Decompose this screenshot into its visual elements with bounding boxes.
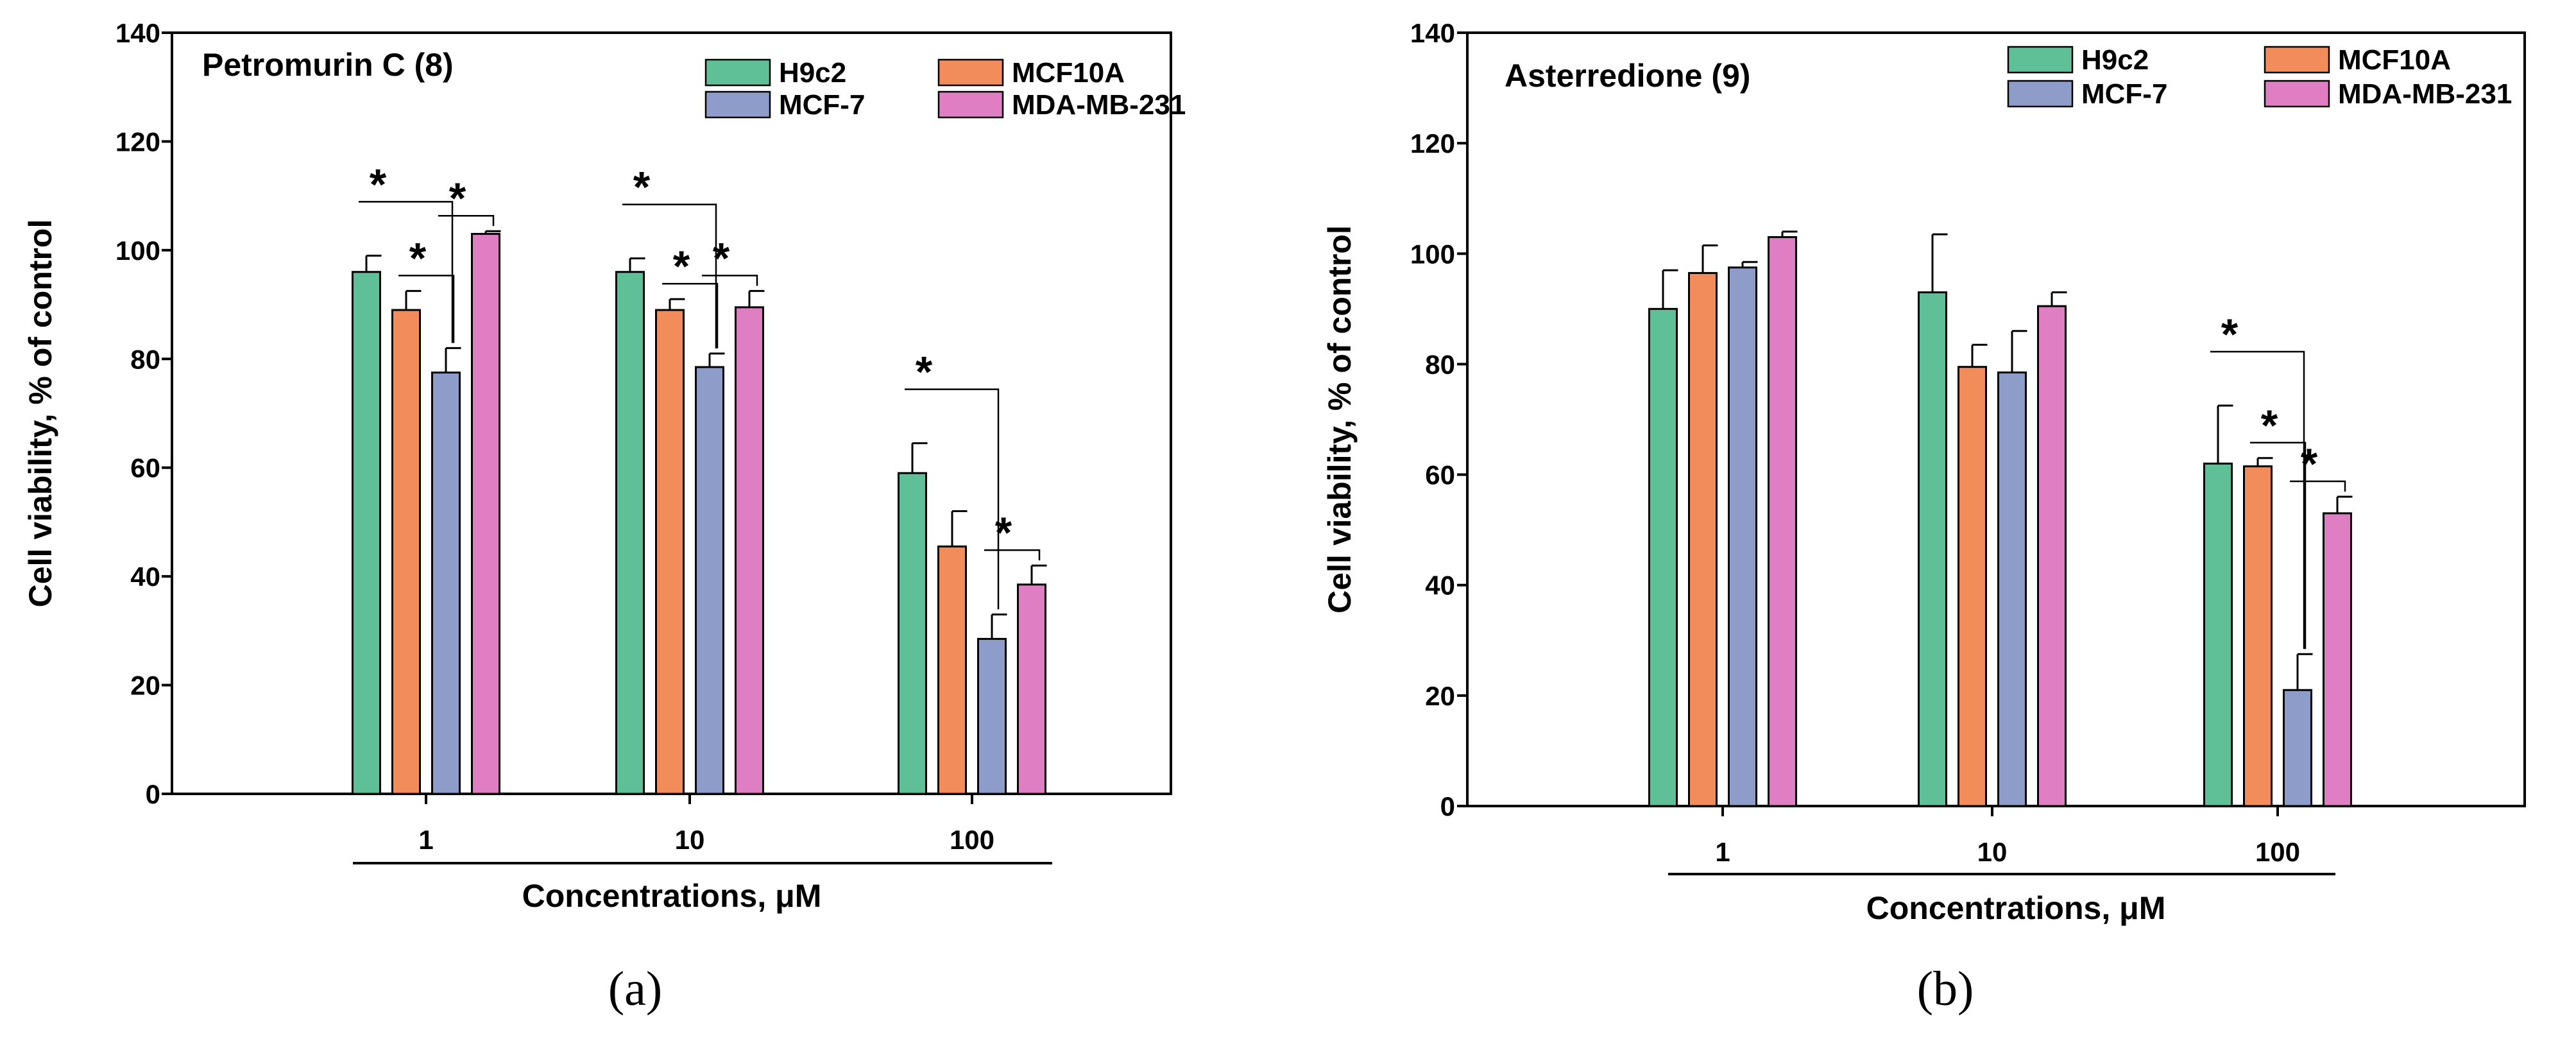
y-tick-label: 0 <box>146 779 160 809</box>
bar <box>1918 291 1947 807</box>
bar <box>1958 366 1987 807</box>
y-axis-title: Cell viability, % of control <box>22 219 58 608</box>
y-tick-label: 60 <box>130 453 160 483</box>
x-tick-label: 1 <box>418 825 433 855</box>
significance-star: * <box>2221 310 2239 359</box>
significance-star: * <box>449 174 466 223</box>
bar <box>2283 689 2312 807</box>
x-tick-label: 100 <box>950 825 994 855</box>
legend-swatch <box>704 58 771 87</box>
significance-bracket <box>359 201 454 343</box>
bar <box>391 309 421 795</box>
bar <box>352 271 381 795</box>
significance-star: * <box>2261 401 2278 450</box>
legend-swatch <box>2007 46 2074 74</box>
legend-swatch <box>2264 46 2330 74</box>
y-tick-label: 0 <box>1440 791 1455 821</box>
bar <box>1017 583 1046 795</box>
chart-title: Petromurin C (8) <box>202 47 454 83</box>
bar <box>1688 271 1718 807</box>
significance-star: * <box>673 242 690 291</box>
bar <box>735 306 764 795</box>
bar <box>1648 307 1678 807</box>
legend-label: H9c2 <box>2081 44 2149 76</box>
bar <box>1997 371 2027 807</box>
bar <box>695 366 724 795</box>
x-axis-title: Concentrations, μM <box>522 878 822 914</box>
x-tick-label: 1 <box>1715 837 1730 867</box>
bar <box>2323 512 2352 807</box>
significance-bracket <box>398 275 455 343</box>
bar <box>1728 266 1757 807</box>
legend-label: MCF10A <box>2338 44 2451 76</box>
legend-swatch <box>937 90 1004 119</box>
significance-star: * <box>995 508 1012 557</box>
significance-bracket <box>702 275 758 286</box>
bar <box>655 309 685 795</box>
bar <box>2243 465 2273 807</box>
bar <box>2037 305 2067 807</box>
significance-bracket <box>2250 442 2307 649</box>
significance-bracket <box>2290 480 2346 492</box>
chart-panel-a: 0 20 40 60 80 100 120 140 1 10 100 * * * * * * * * Petromur… <box>22 18 1186 1016</box>
plot-frame <box>1466 31 2526 807</box>
y-tick-label: 100 <box>115 236 160 266</box>
significance-bracket <box>662 282 719 348</box>
y-tick-label: 40 <box>130 562 160 592</box>
x-tick-label: 10 <box>675 825 705 855</box>
significance-bracket <box>438 214 495 227</box>
legend-swatch <box>937 58 1004 87</box>
significance-bracket <box>984 549 1041 561</box>
y-tick-label: 20 <box>1425 681 1455 711</box>
bar <box>431 371 461 795</box>
bar <box>1768 236 1797 807</box>
y-tick-label: 120 <box>1410 128 1455 159</box>
significance-bracket <box>2210 350 2305 649</box>
legend-label: MDA-MB-231 <box>2338 78 2512 110</box>
legend-label: MCF-7 <box>2081 78 2167 110</box>
y-axis-title: Cell viability, % of control <box>1322 225 1358 614</box>
bar <box>937 545 967 795</box>
y-tick-label: 140 <box>1410 18 1455 48</box>
chart-panel-b: 0 20 40 60 80 100 120 140 1 10 100 * * * Asterredione … <box>1322 18 2526 1016</box>
legend-label: H9c2 <box>779 57 846 89</box>
bar <box>615 271 645 795</box>
bar <box>471 232 500 795</box>
significance-star: * <box>2301 440 2318 488</box>
significance-bracket <box>622 203 717 348</box>
legend-swatch <box>2264 80 2330 108</box>
y-tick-label: 80 <box>130 344 160 374</box>
y-tick-label: 120 <box>115 126 160 157</box>
significance-star: * <box>370 160 387 209</box>
significance-star: * <box>633 163 651 212</box>
chart-title: Asterredione (9) <box>1505 58 1750 94</box>
y-tick-label: 140 <box>115 18 160 48</box>
y-tick-label: 20 <box>130 671 160 701</box>
x-tick-label: 10 <box>1977 837 2008 867</box>
significance-bracket <box>905 388 1000 610</box>
legend-swatch <box>2007 80 2074 108</box>
legend-label: MDA-MB-231 <box>1012 89 1186 121</box>
y-tick-label: 100 <box>1410 239 1455 269</box>
y-tick-label: 80 <box>1425 349 1455 379</box>
x-axis-title: Concentrations, μM <box>1866 890 2166 926</box>
x-tick-label: 100 <box>2255 837 2300 867</box>
bar <box>898 472 927 795</box>
legend-swatch <box>704 90 771 119</box>
panel-label: (b) <box>1917 962 1974 1016</box>
legend-label: MCF10A <box>1012 57 1125 89</box>
y-tick-label: 40 <box>1425 571 1455 601</box>
y-tick-label: 60 <box>1425 460 1455 490</box>
legend-label: MCF-7 <box>779 89 865 121</box>
bar <box>2203 462 2233 807</box>
panel-label: (a) <box>608 962 662 1016</box>
bar <box>977 638 1007 795</box>
significance-star: * <box>409 234 427 282</box>
significance-star: * <box>916 348 933 397</box>
significance-star: * <box>713 234 730 282</box>
